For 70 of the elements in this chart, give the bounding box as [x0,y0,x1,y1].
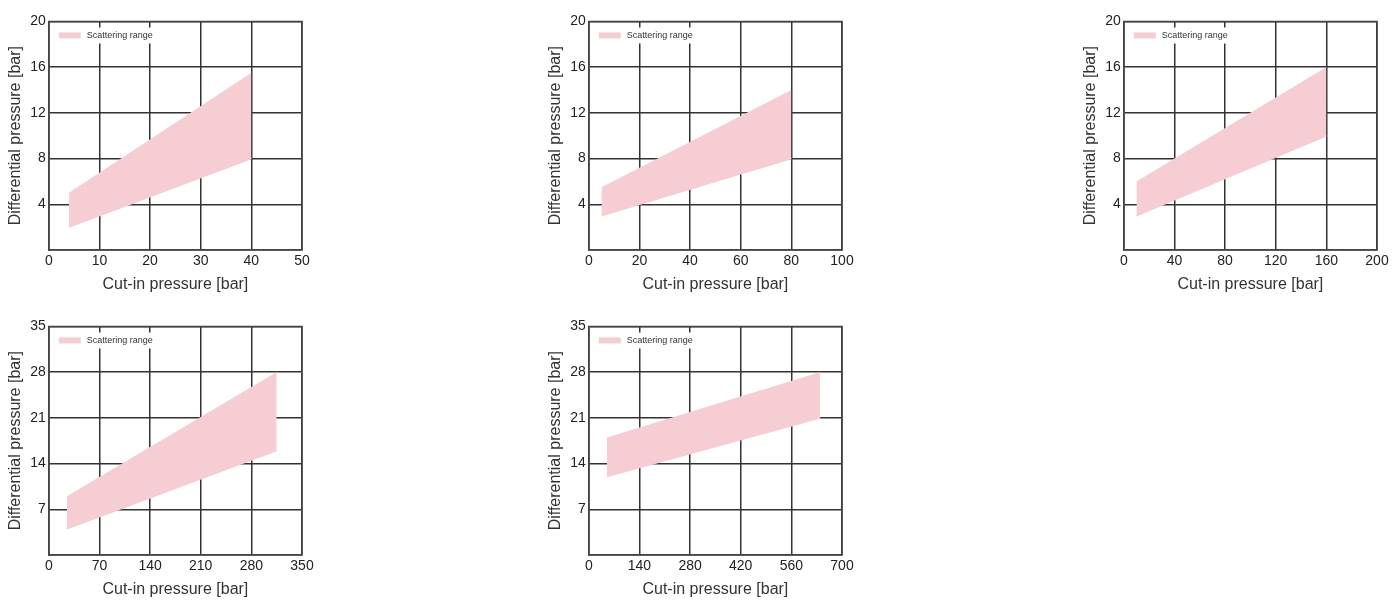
y-tick-label: 8 [37,149,46,166]
y-axis-title: Differential pressure [bar] [546,46,564,226]
y-tick-label: 20 [570,12,586,29]
x-tick-label: 70 [91,557,108,574]
x-tick-label: 210 [189,557,213,574]
x-tick-label: 0 [584,557,593,574]
y-tick-label: 35 [30,317,46,334]
y-axis-title: Differential pressure [bar] [6,46,24,226]
y-tick-label: 8 [1112,149,1121,166]
x-tick-label: 80 [1217,252,1234,269]
x-tick-label: 350 [290,557,314,574]
y-tick-label: 21 [570,408,586,425]
y-axis-title: Differential pressure [bar] [6,351,24,531]
x-tick-label: 80 [783,252,800,269]
x-tick-label: 50 [294,252,310,269]
x-tick-label: 60 [732,252,749,269]
y-tick-label: 12 [570,103,586,120]
x-tick-label: 140 [627,557,652,574]
x-axis-title: Cut-in pressure [bar] [642,579,789,597]
x-tick-label: 0 [44,252,53,269]
y-tick-label: 12 [1105,103,1121,120]
x-tick-label: 160 [1314,252,1339,269]
x-tick-label: 40 [243,252,260,269]
legend-label: Scattering range [86,29,153,40]
y-tick-label: 7 [577,500,586,517]
y-tick-label: 14 [30,454,46,471]
x-tick-label: 120 [1264,252,1288,269]
y-tick-label: 12 [30,103,46,120]
y-tick-label: 8 [577,149,586,166]
y-tick-label: 28 [570,362,586,379]
x-tick-label: 10 [91,252,108,269]
y-tick-label: 16 [570,57,586,74]
y-tick-label: 21 [30,408,46,425]
y-tick-label: 20 [1105,12,1121,29]
legend-label: Scattering range [1161,29,1228,40]
y-tick-label: 35 [570,317,586,334]
x-tick-label: 40 [1166,252,1183,269]
x-tick-label: 20 [631,252,648,269]
y-tick-label: 28 [30,362,46,379]
x-tick-label: 30 [192,252,209,269]
x-tick-label: 100 [830,252,854,269]
x-tick-label: 420 [729,557,753,574]
x-tick-label: 280 [239,557,264,574]
y-tick-label: 4 [577,195,586,212]
y-tick-label: 16 [30,57,46,74]
x-axis-title: Cut-in pressure [bar] [102,274,249,292]
y-axis-title: Differential pressure [bar] [1081,46,1099,226]
legend-label: Scattering range [626,334,693,345]
y-tick-label: 4 [1112,195,1121,212]
x-tick-label: 0 [44,557,53,574]
x-axis-title: Cut-in pressure [bar] [642,274,789,292]
y-axis-title: Differential pressure [bar] [546,351,564,531]
x-tick-label: 0 [1119,252,1128,269]
x-tick-label: 140 [138,557,162,574]
x-axis-title: Cut-in pressure [bar] [1177,274,1324,292]
x-tick-label: 40 [682,252,699,269]
x-tick-label: 200 [1365,252,1389,269]
y-tick-label: 14 [570,454,586,471]
x-tick-label: 560 [779,557,804,574]
x-axis-title: Cut-in pressure [bar] [102,579,249,597]
legend-label: Scattering range [86,334,153,345]
y-tick-label: 16 [1105,57,1121,74]
x-tick-label: 0 [584,252,593,269]
legend-label: Scattering range [626,29,693,40]
y-tick-label: 7 [37,500,46,517]
x-tick-label: 280 [678,557,702,574]
x-tick-label: 20 [142,252,159,269]
x-tick-label: 700 [830,557,854,574]
y-tick-label: 20 [30,12,46,29]
y-tick-label: 4 [37,195,46,212]
